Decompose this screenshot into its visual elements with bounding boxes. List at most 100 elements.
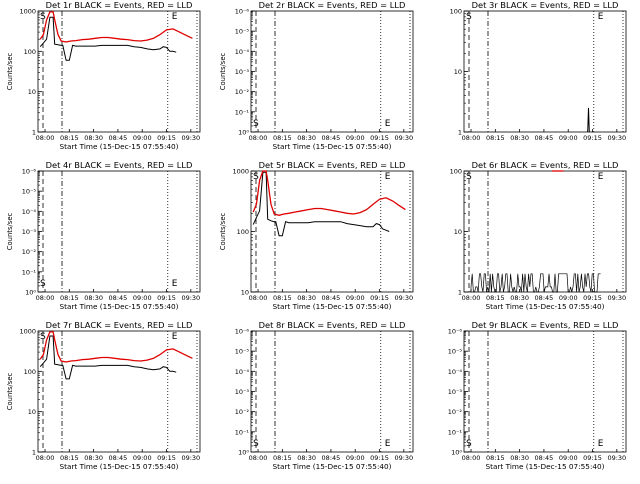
x-axis-label: Start Time (15-Dec-15 07:55:40) [59,462,178,471]
x-tick-label: 08:45 [322,454,341,462]
x-tick-label: 08:30 [84,134,103,142]
y-tick-label: 10⁻² [448,408,463,416]
y-axis-label: Counts/sec [219,213,227,251]
x-tick-label: 08:15 [486,454,505,462]
x-tick-label: 08:15 [273,454,292,462]
x-tick-label: 08:30 [297,454,316,462]
y-tick-label: 10⁻¹ [235,428,250,436]
chart-title: Det 2r BLACK = Events, RED = LLD [259,0,406,10]
x-tick-label: 08:45 [109,134,128,142]
x-tick-label: 09:30 [181,454,200,462]
x-tick-label: 08:45 [109,454,128,462]
y-tick-label: 100 [24,368,36,376]
y-tick-label: 1000 [19,328,36,336]
x-tick-label: 08:00 [249,134,268,142]
y-tick-label: 10⁰ [25,289,36,297]
x-tick-label: 08:15 [273,134,292,142]
chart-panel: Det 8r BLACK = Events, RED = LLD S E 08:00 0… [213,320,426,480]
x-axis-label: Start Time (15-Dec-15 07:55:40) [272,462,391,471]
y-tick-label: 1 [458,289,462,297]
x-tick-label: 09:15 [370,294,389,302]
x-tick-label: 09:15 [370,134,389,142]
chart-title: Det 6r BLACK = Events, RED = LLD [472,160,619,170]
x-tick-label: 08:45 [322,134,341,142]
end-marker-label: E [172,332,178,342]
x-tick-label: 08:15 [60,454,79,462]
plot-frame [37,330,201,453]
y-tick-label: 10⁻⁴ [22,208,37,216]
x-tick-label: 09:30 [394,454,413,462]
x-tick-label: 08:15 [60,134,79,142]
y-tick-label: 10 [241,289,249,297]
x-tick-label: 09:15 [157,134,176,142]
x-tick-label: 08:45 [322,294,341,302]
x-tick-label: 09:00 [346,454,365,462]
x-tick-label: 09:15 [583,294,602,302]
series-line-events [470,273,601,293]
y-tick-label: 10⁰ [238,129,249,137]
x-tick-label: 08:45 [535,454,554,462]
y-tick-label: 10⁻⁶ [235,8,250,16]
chart-title: Det 4r BLACK = Events, RED = LLD [46,160,193,170]
chart-title: Det 7r BLACK = Events, RED = LLD [46,320,193,330]
series-line-events [39,335,177,380]
y-tick-label: 1 [458,129,462,137]
y-tick-label: 1 [32,449,36,457]
x-tick-label: 09:15 [583,134,602,142]
series-line-events [587,107,590,133]
y-axis-label: Counts/sec [6,213,14,251]
chart-title: Det 3r BLACK = Events, RED = LLD [472,0,619,10]
chart-svg: Det 8r BLACK = Events, RED = LLD S E 08:00 0… [235,320,414,471]
x-tick-label: 08:00 [462,134,481,142]
chart-title: Det 9r BLACK = Events, RED = LLD [472,320,619,330]
chart-title: Det 5r BLACK = Events, RED = LLD [259,160,406,170]
y-tick-label: 100 [450,168,462,176]
y-tick-label: 10 [28,88,36,96]
x-tick-label: 09:00 [559,294,578,302]
y-tick-label: 10⁻⁴ [235,48,250,56]
y-tick-label: 10⁻⁶ [448,328,463,336]
chart-panel: Det 3r BLACK = Events, RED = LLD S E 08:00 0… [426,0,639,160]
start-marker-label: S [253,439,259,449]
start-marker-label: S [466,439,472,449]
y-tick-label: 10⁰ [238,449,249,457]
start-marker-label: S [40,12,46,22]
y-tick-label: 10⁻⁶ [22,168,37,176]
x-tick-label: 09:00 [559,134,578,142]
y-tick-label: 10⁻³ [22,228,37,236]
x-tick-label: 09:00 [133,134,152,142]
y-axis-label: Counts/sec [6,373,14,411]
x-tick-label: 08:45 [535,134,554,142]
x-tick-label: 08:30 [510,294,529,302]
x-tick-label: 09:00 [133,294,152,302]
chart-panel: Det 1r BLACK = Events, RED = LLD S E 08:00 0… [0,0,213,160]
y-tick-label: 10 [28,408,36,416]
end-marker-label: E [172,279,178,289]
y-tick-label: 10⁻⁵ [22,188,37,196]
x-tick-label: 09:15 [370,454,389,462]
end-marker-label: E [598,12,604,22]
chart-panel: Det 5r BLACK = Events, RED = LLD S E 08:00 0… [213,160,426,320]
x-tick-label: 08:00 [36,454,55,462]
y-tick-label: 10⁻⁵ [235,28,250,36]
y-tick-label: 10⁻¹ [22,268,37,276]
x-axis-label: Start Time (15-Dec-15 07:55:40) [272,302,391,311]
y-tick-label: 10⁻³ [235,388,250,396]
series-line-lld [39,11,193,43]
y-tick-label: 10⁻⁴ [235,368,250,376]
x-tick-label: 09:15 [583,454,602,462]
start-marker-label: S [40,332,46,342]
x-tick-label: 08:00 [462,454,481,462]
x-tick-label: 08:30 [297,134,316,142]
series-line-events [39,16,177,61]
y-tick-label: 10⁻⁵ [235,348,250,356]
x-tick-label: 08:30 [84,454,103,462]
x-tick-label: 09:15 [157,294,176,302]
x-tick-label: 09:00 [346,134,365,142]
y-tick-label: 10⁻² [235,408,250,416]
y-tick-label: 1000 [232,168,249,176]
x-tick-label: 09:30 [607,134,626,142]
end-marker-label: E [385,172,391,182]
